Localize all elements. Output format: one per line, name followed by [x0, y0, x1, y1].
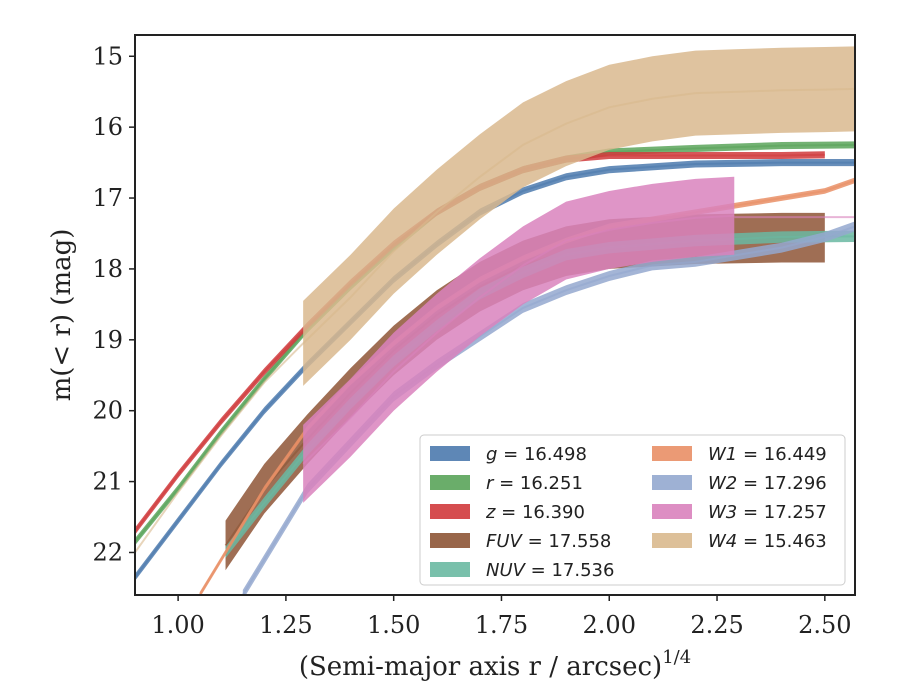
legend-box — [419, 434, 846, 586]
y-axis: 15 16 17 18 19 20 21 22 — [92, 42, 135, 566]
series-line-7 — [302, 214, 735, 465]
legend-swatch — [652, 533, 692, 548]
series-8 — [135, 46, 855, 554]
legend-swatch — [430, 533, 470, 548]
legend-label: W3 = 17.257 — [708, 502, 827, 523]
legend-swatch — [430, 446, 470, 461]
plot-frame — [134, 34, 856, 596]
x-tick-label: 1.50 — [367, 611, 420, 639]
series-band-8 — [303, 46, 855, 386]
x-tick-label: 2.50 — [798, 611, 851, 639]
legend-item: W4 = 15.463 — [652, 531, 827, 552]
legend-item: FUV = 17.558 — [430, 531, 611, 552]
legend-item: W1 = 16.449 — [652, 444, 827, 465]
legend-label: r = 16.251 — [486, 473, 583, 494]
legend-swatch — [652, 504, 692, 519]
legend-label: W2 = 17.296 — [708, 473, 827, 494]
legend-swatch — [430, 475, 470, 490]
x-tick-label: 1.00 — [151, 611, 204, 639]
y-tick-label: 22 — [92, 538, 123, 566]
legend-swatch — [652, 446, 692, 461]
x-axis: 1.00 1.25 1.50 1.75 2.00 2.25 2.50 — [151, 595, 852, 639]
x-tick-label: 2.25 — [690, 611, 743, 639]
legend-item: z = 16.390 — [430, 502, 585, 523]
legend-item: W3 = 17.257 — [652, 502, 827, 523]
y-tick-label: 18 — [92, 255, 123, 283]
legend-label: NUV = 17.536 — [486, 560, 614, 581]
y-tick-label: 19 — [92, 326, 123, 354]
legend-label: FUV = 17.558 — [486, 531, 611, 552]
y-tick-label: 15 — [92, 42, 123, 70]
legend-item: NUV = 17.536 — [430, 560, 614, 581]
y-tick-label: 20 — [92, 397, 123, 425]
y-tick-label: 21 — [92, 468, 123, 496]
series-band-6 — [242, 221, 855, 595]
x-axis-label-text: (Semi-major axis r / arcsec) — [299, 652, 662, 682]
legend-label: W1 = 16.449 — [708, 444, 827, 465]
x-axis-label-superscript: 1/4 — [662, 647, 691, 668]
x-tick-label: 1.25 — [259, 611, 312, 639]
legend-label: W4 = 15.463 — [708, 531, 827, 552]
legend-swatch — [430, 562, 470, 577]
legend-label: g = 16.498 — [486, 444, 587, 465]
y-tick-label: 17 — [92, 184, 123, 212]
legend-swatch — [430, 504, 470, 519]
series-7 — [302, 176, 855, 503]
y-tick-label: 16 — [92, 113, 123, 141]
legend-item: W2 = 17.296 — [652, 473, 827, 494]
plot-area — [135, 46, 855, 595]
series-line-8 — [302, 87, 855, 345]
x-tick-label: 2.00 — [583, 611, 636, 639]
legend: g = 16.498 r = 16.251 z = 16.390 FUV = 17.5… — [419, 434, 846, 586]
series-lead-8 — [135, 342, 304, 554]
legend-item: r = 16.251 — [430, 473, 583, 494]
legend-label: z = 16.390 — [485, 502, 585, 523]
series-band-7 — [303, 176, 735, 503]
legend-swatch — [652, 475, 692, 490]
x-axis-label: (Semi-major axis r / arcsec)1/4 — [299, 647, 691, 682]
x-tick-label: 1.75 — [475, 611, 528, 639]
y-axis-label: m(< r) (mag) — [47, 229, 77, 402]
legend-item: g = 16.498 — [430, 444, 587, 465]
